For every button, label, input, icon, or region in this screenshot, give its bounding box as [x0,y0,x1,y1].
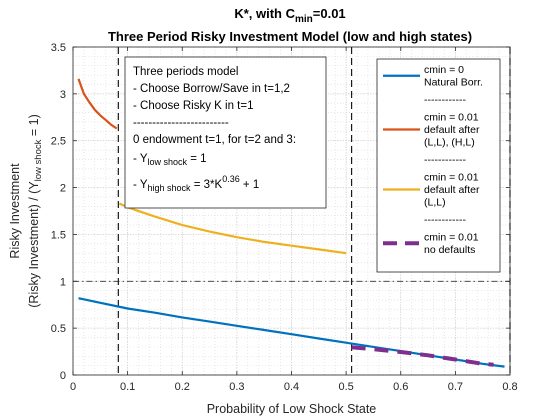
legend-entry-text: cmin = 0 [424,64,464,76]
legend-entry-text: Natural Borr. [424,77,483,89]
chart-subtitle: Three Period Risky Investment Model (low… [108,29,472,44]
x-tick-label: 0.6 [393,381,408,393]
annotation-y-high: - Yhigh shock = 3*K0.36 + 1 [133,174,259,193]
legend-entry-text: (L,L) [424,197,446,209]
x-tick-label: 0.5 [338,381,353,393]
legend-entry-text: no defaults [424,244,475,256]
annotation-line: - Choose Risky K in t=1 [133,100,253,112]
legend-entry-text: ------------ [424,214,466,226]
y-tick-label: 1 [60,276,66,288]
series-line-2 [77,78,118,130]
annotation-line: - Choose Borrow/Save in t=1,2 [133,83,290,95]
legend-entry-text: cmin = 0.01 [424,172,479,184]
x-tick-label: 0 [70,381,76,393]
legend-entry-text: ------------ [424,94,466,106]
annotation-line: Three periods model [133,66,238,78]
series-layer [77,78,505,368]
y-tick-label: 2 [60,183,66,195]
x-tick-label: 0.4 [284,381,299,393]
series-line-1 [78,297,505,368]
y-tick-label: 0.5 [51,323,66,335]
annotation-y-low: - Ylow shock = 1 [133,153,207,167]
x-tick-label: 0.8 [502,381,517,393]
legend-entry-text: default after [424,124,480,136]
series-line-4 [351,345,494,367]
annotation-line: 0 endowment t=1, for t=2 and 3: [133,134,296,146]
legend-entry-text: default after [424,184,480,196]
reference-lines [73,47,511,375]
x-tick-label: 0.1 [120,381,135,393]
y-tick-label: 0 [60,370,66,382]
legend-frame [376,58,501,273]
legend-entry-text: ------------ [424,154,466,166]
x-tick-label: 0.2 [175,381,190,393]
legend-entry-text: cmin = 0.01 [424,112,479,124]
legend-entry-text: cmin = 0.01 [424,232,479,244]
y-axis-label-2: (Risky Investment) / (Ylow shock = 1) [27,114,44,308]
series-line-3 [118,202,347,255]
y-tick-label: 2.5 [51,136,66,148]
y-axis-label: Risky Investment [8,163,22,259]
annotation-line: ------------------------- [133,117,229,129]
x-tick-label: 0.7 [448,381,463,393]
annotation-frame [124,56,327,209]
chart-title: K*, with Cmin=0.01 [234,6,345,25]
annotation-box: Three periods model - Choose Borrow/Save … [124,56,327,209]
x-tick-label: 0.3 [229,381,244,393]
axis-ticks: 0 0.1 0.2 0.3 0.4 0.5 0.6 0.7 0.8 0 0.5 1 1.5 2 2.5 3 3.… [51,42,518,393]
x-axis-label: Probability of Low Shock State [207,402,377,416]
y-tick-label: 1.5 [51,229,66,241]
y-tick-label: 3 [60,89,66,101]
legend-entry-text: (L,L), (H,L) [424,137,475,149]
y-tick-label: 3.5 [51,42,66,54]
